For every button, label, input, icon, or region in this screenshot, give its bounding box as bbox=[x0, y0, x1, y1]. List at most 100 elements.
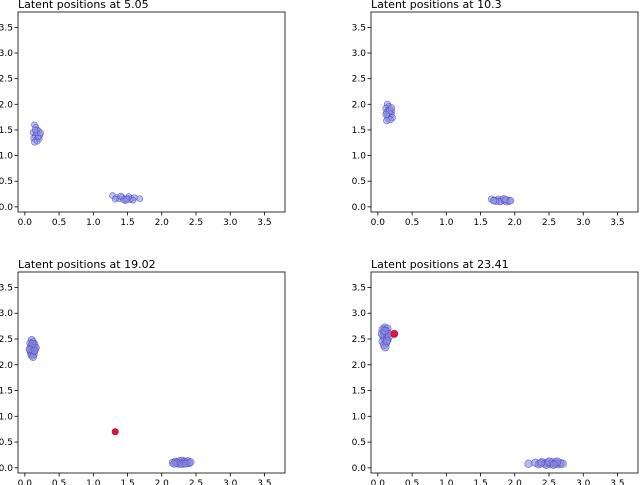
x-tick-label: 1.5 bbox=[473, 218, 487, 228]
x-tick-label: 1.0 bbox=[86, 218, 101, 228]
highlight-point bbox=[390, 329, 399, 338]
subplot-title: Latent positions at 10.3 bbox=[371, 0, 502, 11]
y-tick-label: 0.5 bbox=[0, 177, 13, 187]
y-tick-label: 3.5 bbox=[0, 23, 13, 33]
x-tick-label: 0.0 bbox=[18, 218, 33, 228]
y-tick-label: 2.5 bbox=[0, 75, 13, 85]
x-tick-label: 1.5 bbox=[120, 218, 134, 228]
data-point bbox=[380, 326, 389, 335]
x-tick-label: 0.0 bbox=[371, 218, 386, 228]
y-tick-label: 1.5 bbox=[0, 387, 13, 397]
data-point bbox=[387, 104, 396, 112]
data-point bbox=[489, 197, 498, 205]
y-tick-label: 3.5 bbox=[0, 283, 13, 293]
x-tick-label: 2.5 bbox=[542, 479, 556, 485]
y-tick-label: 0.0 bbox=[352, 464, 367, 474]
y-tick-label: 0.0 bbox=[0, 203, 13, 213]
data-point bbox=[507, 197, 515, 205]
data-point bbox=[536, 459, 545, 468]
x-tick-label: 2.0 bbox=[155, 218, 170, 228]
x-tick-label: 0.5 bbox=[52, 479, 66, 485]
y-tick-label: 2.5 bbox=[352, 335, 366, 345]
x-tick-label: 2.0 bbox=[155, 479, 170, 485]
subplot-2: Latent positions at 10.3 0.0 0.5 1.0 1.5 2.0 2… bbox=[352, 0, 639, 228]
x-tick-label: 0.5 bbox=[52, 218, 66, 228]
x-tick-label: 3.5 bbox=[257, 218, 271, 228]
y-tick-label: 0.0 bbox=[352, 203, 367, 213]
data-point bbox=[186, 458, 195, 467]
x-tick-label: 1.0 bbox=[439, 479, 454, 485]
x-tick-label: 1.5 bbox=[120, 479, 134, 485]
x-tick-label: 1.0 bbox=[439, 218, 454, 228]
x-tick-label: 1.5 bbox=[473, 479, 487, 485]
data-point bbox=[382, 110, 390, 119]
subplot-3: Latent positions at 19.02 0.0 0.5 1.0 1.5 2.0… bbox=[0, 258, 286, 485]
data-point bbox=[31, 126, 39, 134]
x-tick-label: 3.0 bbox=[576, 479, 591, 485]
axes-frame bbox=[17, 271, 286, 474]
highlight-point bbox=[111, 428, 119, 436]
data-point bbox=[123, 195, 131, 203]
y-tick-label: 2.0 bbox=[352, 361, 367, 371]
x-tick-label: 3.5 bbox=[610, 479, 624, 485]
x-tick-label: 2.0 bbox=[508, 479, 523, 485]
y-tick-label: 1.5 bbox=[352, 126, 366, 136]
data-point bbox=[111, 195, 119, 203]
subplot-title: Latent positions at 5.05 bbox=[18, 0, 149, 11]
x-tick-label: 0.0 bbox=[18, 479, 33, 485]
data-point bbox=[136, 195, 144, 202]
data-point bbox=[170, 459, 178, 468]
data-point bbox=[129, 196, 137, 204]
y-tick-label: 3.5 bbox=[352, 283, 366, 293]
x-tick-label: 2.5 bbox=[542, 218, 556, 228]
y-tick-label: 3.5 bbox=[352, 23, 366, 33]
data-point bbox=[30, 346, 39, 355]
data-point bbox=[37, 129, 44, 137]
y-tick-label: 1.5 bbox=[0, 126, 13, 136]
y-tick-label: 2.0 bbox=[0, 361, 13, 371]
axes-frame bbox=[17, 11, 286, 213]
y-tick-label: 1.0 bbox=[352, 152, 367, 162]
data-point bbox=[524, 459, 533, 468]
x-tick-label: 3.0 bbox=[223, 218, 238, 228]
x-tick-label: 0.5 bbox=[405, 218, 419, 228]
subplot-1: Latent positions at 5.05 0.0 0.5 1.0 1.5 2.0 2… bbox=[0, 0, 286, 228]
x-tick-label: 2.5 bbox=[189, 218, 203, 228]
data-point bbox=[28, 339, 37, 348]
y-tick-label: 3.0 bbox=[352, 49, 367, 59]
data-point bbox=[117, 192, 124, 200]
data-point bbox=[31, 138, 38, 146]
x-tick-label: 0.5 bbox=[405, 479, 419, 485]
subplot-title: Latent positions at 19.02 bbox=[18, 258, 156, 271]
subplot-4: Latent positions at 23.41 0.0 0.5 1.0 1.5 2.0… bbox=[352, 258, 639, 485]
y-tick-label: 3.0 bbox=[0, 309, 13, 319]
x-tick-label: 2.0 bbox=[508, 218, 523, 228]
x-tick-label: 3.0 bbox=[223, 479, 238, 485]
x-tick-label: 0.0 bbox=[371, 479, 386, 485]
subplot-title: Latent positions at 23.41 bbox=[371, 258, 509, 271]
y-tick-label: 0.5 bbox=[0, 438, 13, 448]
axes-frame bbox=[370, 11, 639, 213]
y-tick-label: 0.5 bbox=[352, 177, 366, 187]
y-tick-label: 1.0 bbox=[0, 412, 13, 422]
x-tick-label: 3.5 bbox=[610, 218, 624, 228]
data-point bbox=[383, 117, 391, 125]
y-tick-label: 2.5 bbox=[0, 335, 13, 345]
y-tick-label: 1.0 bbox=[0, 152, 13, 162]
x-tick-label: 1.0 bbox=[86, 479, 101, 485]
y-tick-label: 3.0 bbox=[0, 49, 13, 59]
y-tick-label: 1.5 bbox=[352, 387, 366, 397]
data-point bbox=[549, 460, 558, 469]
y-tick-label: 0.0 bbox=[0, 464, 13, 474]
y-tick-label: 1.0 bbox=[352, 412, 367, 422]
x-tick-label: 2.5 bbox=[189, 479, 203, 485]
x-tick-label: 3.0 bbox=[576, 218, 591, 228]
x-tick-label: 3.5 bbox=[257, 479, 271, 485]
y-tick-label: 2.0 bbox=[0, 100, 13, 110]
data-point bbox=[382, 336, 391, 346]
y-tick-label: 2.0 bbox=[352, 100, 367, 110]
y-tick-label: 3.0 bbox=[352, 309, 367, 319]
y-tick-label: 2.5 bbox=[352, 75, 366, 85]
axes-frame bbox=[370, 271, 639, 474]
